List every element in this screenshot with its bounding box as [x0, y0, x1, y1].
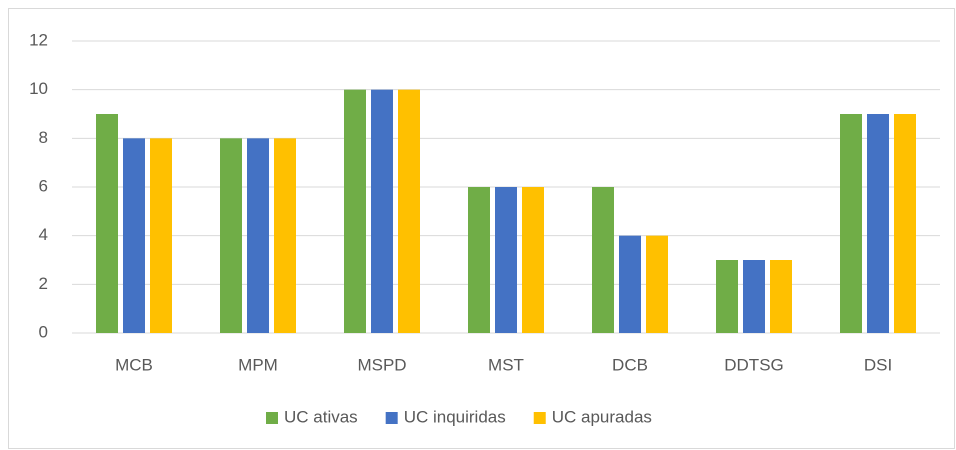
bar — [716, 260, 738, 333]
legend-swatch — [266, 412, 278, 424]
bar — [247, 138, 269, 333]
bar — [398, 89, 420, 334]
legend-swatch — [385, 412, 398, 424]
bar — [522, 187, 544, 333]
x-tick-label: DSI — [864, 355, 892, 374]
y-tick-label: 0 — [39, 322, 48, 341]
bar — [96, 114, 118, 333]
bar — [646, 235, 668, 333]
bar — [840, 114, 862, 333]
bar — [274, 138, 296, 333]
y-tick-label: 10 — [29, 79, 48, 98]
y-tick-label: 8 — [39, 128, 48, 147]
legend-label: UC ativas — [284, 407, 358, 426]
bar — [371, 89, 393, 334]
bar — [770, 260, 792, 333]
legend-label: UC inquiridas — [404, 407, 506, 426]
bar — [619, 235, 641, 333]
x-tick-label: MCB — [115, 355, 153, 374]
x-tick-label: MPM — [238, 355, 278, 374]
y-tick-label: 2 — [39, 274, 48, 293]
x-tick-label: MSPD — [357, 355, 406, 374]
y-tick-label: 6 — [39, 176, 48, 195]
bar — [495, 187, 517, 333]
bar — [150, 138, 172, 333]
bar — [123, 138, 145, 333]
bar — [592, 187, 614, 333]
x-tick-label: DCB — [612, 355, 648, 374]
bar — [468, 187, 490, 333]
bar — [344, 89, 366, 334]
x-tick-label: DDTSG — [724, 355, 784, 374]
legend-swatch — [533, 412, 546, 424]
y-tick-label: 4 — [39, 225, 48, 244]
bar — [220, 138, 242, 333]
x-tick-label: MST — [488, 355, 524, 374]
bar — [894, 114, 916, 333]
bar — [867, 114, 889, 333]
y-tick-label: 12 — [29, 30, 48, 49]
bar — [743, 260, 765, 333]
legend-label: UC apuradas — [552, 407, 652, 426]
